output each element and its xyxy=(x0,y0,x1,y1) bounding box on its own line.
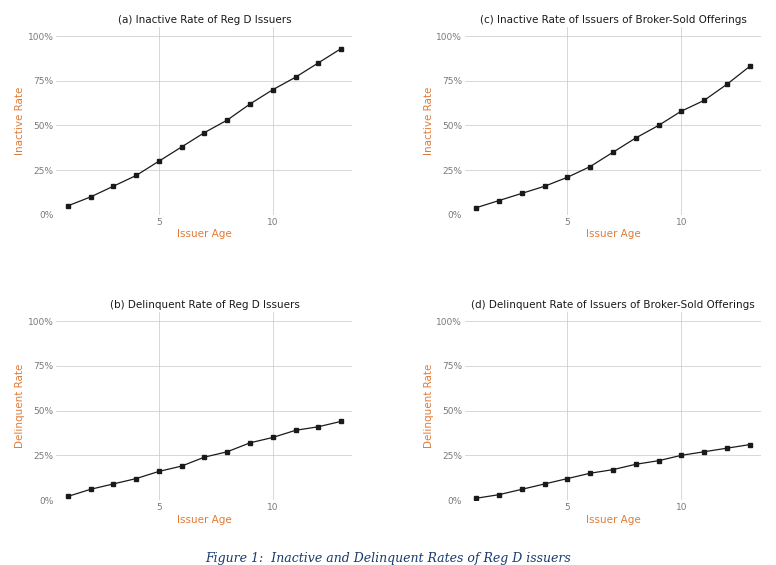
Title: (c) Inactive Rate of Issuers of Broker-Sold Offerings: (c) Inactive Rate of Issuers of Broker-S… xyxy=(480,15,747,25)
Y-axis label: Delinquent Rate: Delinquent Rate xyxy=(15,364,25,449)
X-axis label: Issuer Age: Issuer Age xyxy=(586,229,640,240)
Title: (b) Delinquent Rate of Reg D Issuers: (b) Delinquent Rate of Reg D Issuers xyxy=(109,300,300,310)
Title: (d) Delinquent Rate of Issuers of Broker-Sold Offerings: (d) Delinquent Rate of Issuers of Broker… xyxy=(471,300,755,310)
X-axis label: Issuer Age: Issuer Age xyxy=(177,515,232,524)
Y-axis label: Inactive Rate: Inactive Rate xyxy=(424,87,434,155)
Y-axis label: Inactive Rate: Inactive Rate xyxy=(15,87,25,155)
Title: (a) Inactive Rate of Reg D Issuers: (a) Inactive Rate of Reg D Issuers xyxy=(118,15,291,25)
X-axis label: Issuer Age: Issuer Age xyxy=(586,515,640,524)
Y-axis label: Delinquent Rate: Delinquent Rate xyxy=(424,364,434,449)
X-axis label: Issuer Age: Issuer Age xyxy=(177,229,232,240)
Text: Figure 1:  Inactive and Delinquent Rates of Reg D issuers: Figure 1: Inactive and Delinquent Rates … xyxy=(205,552,571,565)
